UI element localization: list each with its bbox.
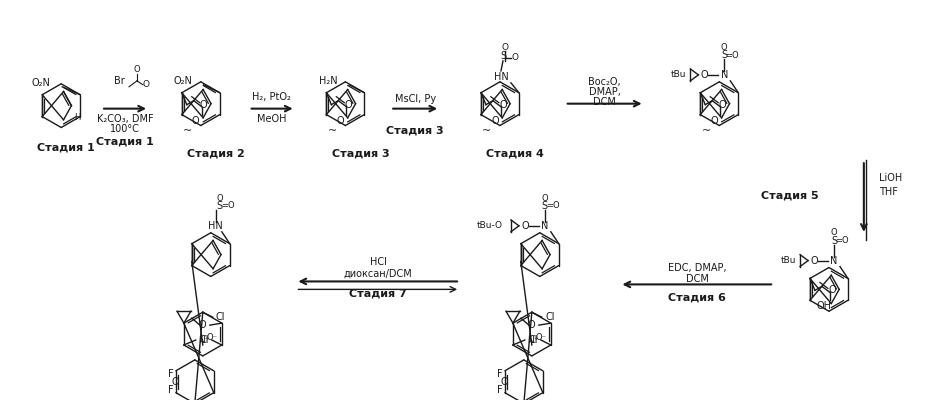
Text: O: O — [809, 255, 817, 265]
Text: Стадия 3: Стадия 3 — [386, 126, 444, 136]
Text: F: F — [168, 385, 174, 395]
Text: O⁻: O⁻ — [534, 332, 546, 342]
Text: K₂CO₃, DMF: K₂CO₃, DMF — [96, 113, 153, 124]
Text: O: O — [345, 100, 352, 109]
Text: MsCl, Py: MsCl, Py — [395, 94, 435, 104]
Text: MeOH: MeOH — [257, 113, 286, 124]
Text: Стадия 4: Стадия 4 — [485, 148, 543, 158]
Text: S: S — [720, 50, 727, 60]
Text: H₂N: H₂N — [318, 76, 337, 86]
Text: Cl: Cl — [545, 312, 554, 322]
Text: O: O — [520, 221, 528, 231]
Text: OH: OH — [816, 301, 831, 311]
Text: ~: ~ — [481, 126, 491, 136]
Text: O: O — [541, 194, 548, 203]
Text: Стадия 1: Стадия 1 — [37, 142, 95, 152]
Text: Cl: Cl — [199, 335, 209, 345]
Text: tBu-O: tBu-O — [477, 221, 502, 230]
Text: H₂, PtO₂: H₂, PtO₂ — [252, 92, 291, 102]
Text: =O: =O — [834, 236, 848, 245]
Text: O: O — [827, 286, 834, 296]
Text: =O: =O — [546, 201, 559, 211]
Text: S: S — [541, 201, 548, 211]
Text: O: O — [198, 320, 206, 330]
Text: Стадия 1: Стадия 1 — [96, 136, 154, 146]
Text: O: O — [192, 115, 199, 126]
Text: O: O — [710, 115, 717, 126]
Text: F: F — [497, 369, 502, 379]
Text: DCM: DCM — [593, 97, 615, 107]
Text: H: H — [75, 113, 80, 122]
Text: O: O — [830, 228, 836, 237]
Text: HN: HN — [493, 72, 508, 82]
Text: Стадия 3: Стадия 3 — [331, 148, 389, 158]
Text: N⁺: N⁺ — [527, 336, 538, 344]
Text: O₂N: O₂N — [173, 76, 192, 86]
Text: O: O — [200, 100, 208, 109]
Text: O: O — [717, 100, 725, 109]
Text: O: O — [499, 377, 507, 387]
Text: O: O — [336, 115, 344, 126]
Text: O⁻: O⁻ — [206, 332, 217, 342]
Text: S: S — [830, 236, 836, 246]
Text: Br: Br — [113, 76, 125, 86]
Text: O: O — [491, 115, 498, 126]
Text: Стадия 2: Стадия 2 — [187, 148, 244, 158]
Text: N: N — [720, 70, 727, 80]
Text: DCM: DCM — [685, 274, 708, 284]
Text: EDC, DMAP,: EDC, DMAP, — [667, 263, 726, 273]
Text: O: O — [700, 70, 707, 80]
Text: ~: ~ — [183, 126, 193, 136]
Text: N: N — [830, 255, 836, 265]
Text: =O: =O — [221, 201, 234, 211]
Text: Cl: Cl — [216, 312, 226, 322]
Text: F: F — [497, 385, 502, 395]
Text: O: O — [216, 194, 223, 203]
Text: O: O — [498, 100, 506, 109]
Text: Стадия 7: Стадия 7 — [349, 288, 407, 298]
Text: N⁺: N⁺ — [198, 336, 210, 344]
Text: O: O — [511, 53, 518, 63]
Text: S: S — [499, 51, 505, 61]
Text: Cl: Cl — [528, 335, 537, 345]
Text: S: S — [216, 201, 223, 211]
Text: THF: THF — [878, 187, 897, 197]
Text: ~: ~ — [328, 126, 337, 136]
Text: DMAP,: DMAP, — [588, 87, 620, 97]
Text: tBu: tBu — [780, 256, 795, 265]
Text: O₂N: O₂N — [31, 78, 50, 88]
Text: HN: HN — [209, 221, 223, 231]
Text: N: N — [541, 221, 548, 231]
Text: F: F — [168, 369, 174, 379]
Text: ~: ~ — [700, 126, 710, 136]
Text: O: O — [527, 320, 534, 330]
Text: Стадия 6: Стадия 6 — [667, 292, 726, 302]
Text: HCl: HCl — [369, 257, 386, 267]
Text: O: O — [501, 43, 508, 52]
Text: tBu: tBu — [670, 71, 685, 79]
Text: 100°C: 100°C — [110, 124, 140, 134]
Text: Стадия 5: Стадия 5 — [761, 190, 818, 200]
Text: Boc₂O,: Boc₂O, — [588, 77, 620, 87]
Text: LiOH: LiOH — [878, 173, 902, 183]
Text: O: O — [171, 377, 178, 387]
Text: O: O — [143, 80, 149, 89]
Text: =O: =O — [725, 51, 738, 59]
Text: O: O — [720, 43, 727, 52]
Text: O: O — [133, 65, 140, 75]
Text: диоксан/DCM: диоксан/DCM — [344, 269, 413, 278]
